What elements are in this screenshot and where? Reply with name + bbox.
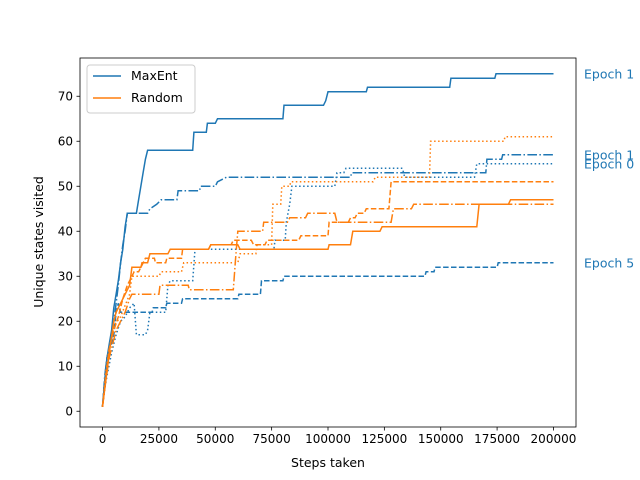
legend: MaxEnt Random <box>86 64 196 114</box>
x-axis-ticks: 0 25000 50000 75000 100000 125000 150000 175000… <box>99 427 577 446</box>
x-tick-label: 100000 <box>305 432 351 446</box>
y-tick-label: 40 <box>58 224 73 238</box>
legend-box <box>86 64 196 114</box>
series-line-random-dashed <box>101 181 554 407</box>
x-axis-label: Steps taken <box>291 455 365 470</box>
epoch-annotation: Epoch 5 <box>584 255 634 270</box>
x-tick-label: 200000 <box>531 432 577 446</box>
epoch-annotation: Epoch 1 <box>584 66 634 81</box>
x-tick-label: 150000 <box>418 432 464 446</box>
x-tick-label: 75000 <box>253 432 291 446</box>
epoch-annotation: Epoch 1 <box>584 147 634 162</box>
plot-background <box>80 58 576 427</box>
y-tick-label: 70 <box>58 89 73 103</box>
x-tick-label: 0 <box>99 432 107 446</box>
y-tick-label: 10 <box>58 359 73 373</box>
x-tick-label: 125000 <box>361 432 407 446</box>
x-tick-label: 175000 <box>474 432 520 446</box>
x-tick-label: 50000 <box>196 432 234 446</box>
y-tick-label: 20 <box>58 314 73 328</box>
series-line-random-dashdot <box>101 203 554 407</box>
legend-label-maxent: MaxEnt <box>131 68 178 83</box>
y-tick-label: 30 <box>58 269 73 283</box>
series-line-maxent-solid <box>101 73 554 407</box>
x-tick-label: 25000 <box>140 432 178 446</box>
legend-label-random: Random <box>131 90 183 105</box>
y-axis-ticks: 0 10 20 30 40 50 60 70 <box>58 89 80 418</box>
series-line-maxent-dotted <box>101 163 554 407</box>
series-line-random-dotted <box>101 136 554 407</box>
y-axis-label: Unique states visited <box>31 176 46 308</box>
y-tick-label: 0 <box>65 404 73 418</box>
series-layer <box>101 73 554 407</box>
series-line-maxent-dashed <box>101 262 554 407</box>
y-tick-label: 60 <box>58 134 73 148</box>
y-tick-label: 50 <box>58 179 73 193</box>
epoch-annotation: Epoch 0 <box>584 156 634 171</box>
